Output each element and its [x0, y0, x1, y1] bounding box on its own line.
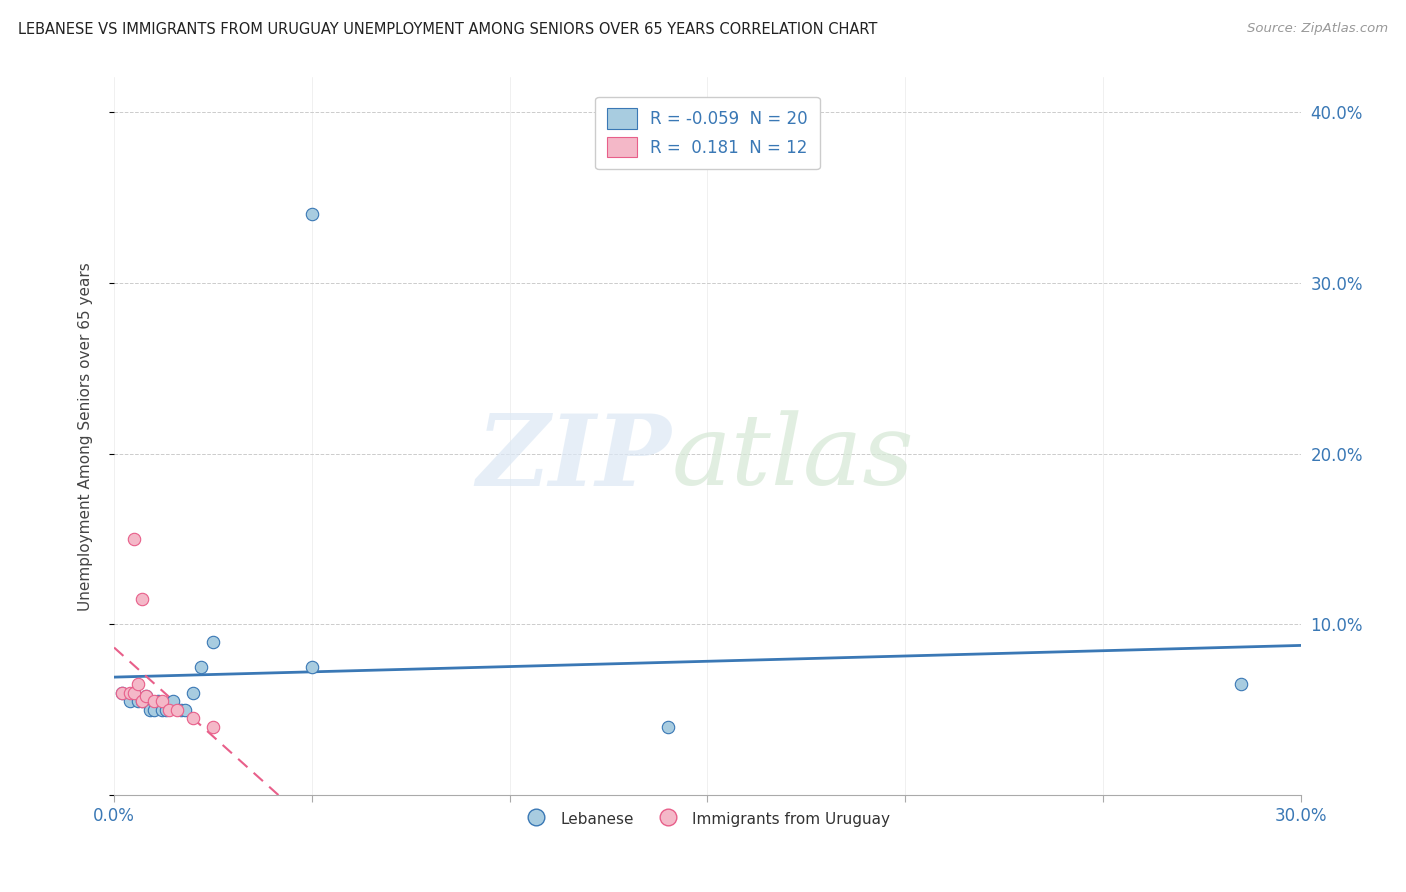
- Point: [142, 694, 165, 708]
- Point: [131, 591, 153, 606]
- Point: [111, 686, 134, 700]
- Point: [166, 703, 188, 717]
- Point: [190, 660, 212, 674]
- Point: [162, 694, 184, 708]
- Point: [301, 207, 323, 221]
- Text: atlas: atlas: [672, 410, 914, 506]
- Point: [150, 703, 173, 717]
- Point: [159, 703, 181, 717]
- Text: LEBANESE VS IMMIGRANTS FROM URUGUAY UNEMPLOYMENT AMONG SENIORS OVER 65 YEARS COR: LEBANESE VS IMMIGRANTS FROM URUGUAY UNEM…: [18, 22, 877, 37]
- Point: [135, 690, 157, 704]
- Point: [155, 703, 177, 717]
- Point: [135, 690, 157, 704]
- Point: [170, 703, 193, 717]
- Point: [201, 720, 224, 734]
- Y-axis label: Unemployment Among Seniors over 65 years: Unemployment Among Seniors over 65 years: [79, 262, 93, 611]
- Point: [118, 694, 141, 708]
- Point: [131, 694, 153, 708]
- Point: [122, 686, 145, 700]
- Point: [146, 694, 169, 708]
- Point: [150, 694, 173, 708]
- Point: [131, 694, 153, 708]
- Point: [127, 677, 149, 691]
- Text: ZIP: ZIP: [477, 409, 672, 506]
- Point: [201, 634, 224, 648]
- Point: [657, 720, 679, 734]
- Point: [118, 686, 141, 700]
- Text: Source: ZipAtlas.com: Source: ZipAtlas.com: [1247, 22, 1388, 36]
- Point: [174, 703, 197, 717]
- Point: [181, 686, 204, 700]
- Legend: Lebanese, Immigrants from Uruguay: Lebanese, Immigrants from Uruguay: [519, 804, 896, 834]
- Point: [138, 703, 160, 717]
- Point: [111, 686, 134, 700]
- Point: [181, 711, 204, 725]
- Point: [122, 532, 145, 546]
- Point: [142, 703, 165, 717]
- Point: [301, 660, 323, 674]
- Point: [127, 694, 149, 708]
- Point: [1230, 677, 1253, 691]
- Point: [122, 686, 145, 700]
